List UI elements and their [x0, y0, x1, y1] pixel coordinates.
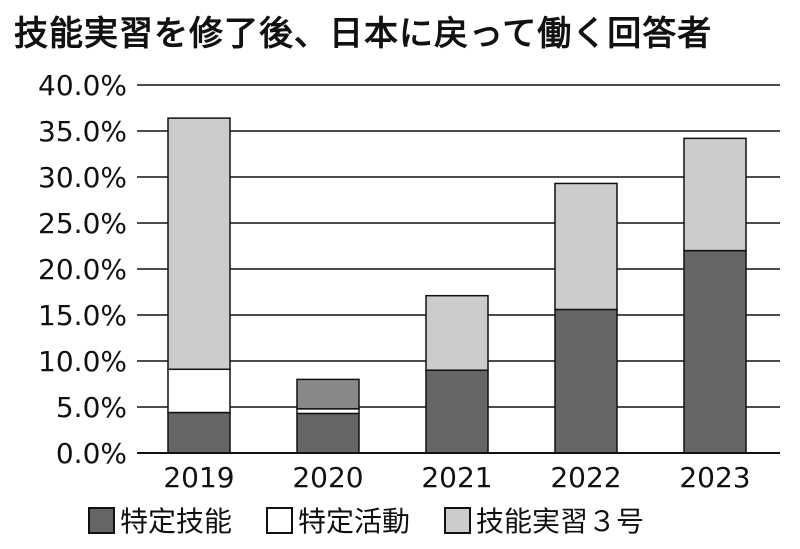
legend-swatch-gino-jisshu-3	[444, 506, 472, 534]
bar-segment-2019	[167, 368, 231, 414]
x-axis-ticks: 2019 2020 2021 2022 2023	[163, 461, 750, 494]
chart-title: 技能実習を修了後、日本に戻って働く回答者	[14, 14, 713, 54]
x-tick-label: 2022	[550, 461, 621, 494]
y-tick-label: 30.0%	[38, 161, 127, 194]
y-tick-label: 20.0%	[38, 253, 127, 286]
bar-segment-2023	[683, 249, 747, 454]
x-tick-label: 2019	[163, 461, 234, 494]
legend-label-gino-jisshu-3: 技能実習３号	[476, 505, 645, 538]
stacked-bar-chart: 0.0% 5.0% 10.0% 15.0% 20.0% 25.0% 30.0% 35.0% 40…	[38, 69, 780, 494]
y-tick-label: 0.0%	[56, 437, 127, 470]
bar-segment-2020	[296, 378, 360, 410]
y-tick-label: 15.0%	[38, 299, 127, 332]
bar-segment-2019	[167, 411, 231, 454]
legend-item-tokutei-katsudo: 特定活動	[266, 500, 410, 540]
y-tick-label: 10.0%	[38, 345, 127, 378]
bar-segment-2023	[683, 137, 747, 252]
x-tick-label: 2020	[292, 461, 363, 494]
bar-segment-2022	[554, 182, 618, 311]
legend-swatch-tokutei-gino	[88, 506, 115, 534]
y-tick-label: 5.0%	[56, 391, 127, 424]
y-tick-label: 25.0%	[38, 207, 127, 240]
legend-label-tokutei-gino: 特定技能	[120, 505, 233, 538]
y-axis-ticks: 0.0% 5.0% 10.0% 15.0% 20.0% 25.0% 30.0% 35.0% 40…	[38, 69, 127, 470]
bar-segment-2021	[425, 294, 489, 371]
bar-segment-2022	[554, 308, 618, 454]
legend-item-gino-jisshu-3: 技能実習３号	[444, 500, 644, 540]
x-tick-label: 2023	[679, 461, 750, 494]
y-tick-label: 35.0%	[38, 115, 127, 148]
legend: 特定技能 特定活動 技能実習３号	[88, 500, 644, 540]
bar-segment-2021	[425, 369, 489, 454]
y-tick-label: 40.0%	[38, 69, 127, 102]
bars	[167, 117, 747, 454]
legend-swatch-tokutei-katsudo	[266, 506, 294, 534]
bar-segment-2019	[167, 117, 231, 371]
x-tick-label: 2021	[421, 461, 492, 494]
bar-segment-2020	[296, 412, 360, 454]
legend-label-tokutei-katsudo: 特定活動	[298, 505, 411, 538]
legend-item-tokutei-gino: 特定技能	[88, 500, 232, 540]
